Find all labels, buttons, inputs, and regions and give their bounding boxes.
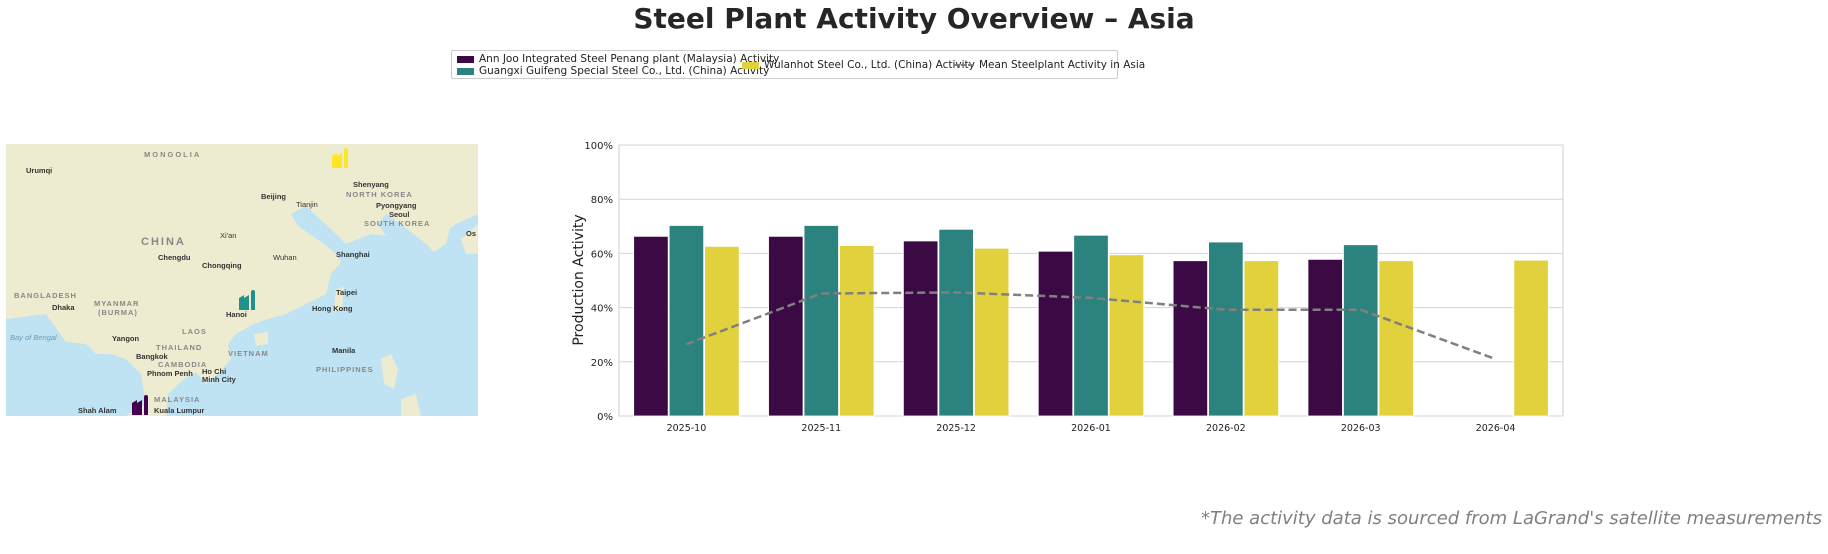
bar <box>633 235 669 417</box>
y-tick-label: 80% <box>591 195 613 206</box>
legend-label: Mean Steelplant Activity in Asia <box>979 59 1146 71</box>
figure-title: Steel Plant Activity Overview – Asia <box>633 2 1195 35</box>
map-label: Yangon <box>112 334 140 343</box>
map-label: CAMBODIA <box>158 360 207 369</box>
map-label: Urumqi <box>26 166 52 175</box>
y-axis-label: Production Activity <box>571 214 587 345</box>
x-tick-label: 2025-10 <box>667 423 707 434</box>
factory-icon <box>332 148 348 168</box>
map-label: SOUTH KOREA <box>364 219 430 228</box>
factory-icon <box>132 395 148 415</box>
land <box>6 144 478 416</box>
bar <box>1343 244 1379 417</box>
land-taiwan <box>334 287 344 312</box>
map-label: NORTH KOREA <box>346 190 413 199</box>
y-tick-label: 60% <box>591 249 613 260</box>
map-label: MYANMAR <box>94 299 139 308</box>
legend-item-guangxi: Guangxi Guifeng Special Steel Co., Ltd. … <box>457 65 769 77</box>
map-label: MONGOLIA <box>144 150 201 159</box>
map-label: Beijing <box>261 192 286 201</box>
legend-item-mean: Mean Steelplant Activity in Asia <box>954 59 1145 71</box>
bar <box>938 228 974 417</box>
legend-swatch <box>457 55 474 63</box>
bar <box>973 247 1010 417</box>
x-tick-label: 2026-02 <box>1206 423 1246 434</box>
map-label: Seoul <box>389 210 409 219</box>
map-label: Ho Chi <box>202 367 226 376</box>
y-tick-label: 40% <box>591 304 613 315</box>
bar <box>1378 260 1414 417</box>
bar <box>902 240 939 417</box>
map-label: PHILIPPINES <box>316 365 374 374</box>
map-label: Pyongyang <box>376 201 417 210</box>
legend-item-ann-joo: Ann Joo Integrated Steel Penang plant (M… <box>457 53 779 65</box>
map-label: CHINA <box>141 236 186 248</box>
map-label: Taipei <box>336 288 357 297</box>
bar <box>1108 254 1145 417</box>
x-tick-label: 2025-11 <box>801 423 841 434</box>
legend-label: Wulanhot Steel Co., Ltd. (China) Activit… <box>764 59 975 71</box>
legend-dash <box>954 64 974 66</box>
bar <box>839 245 875 417</box>
legend-swatch <box>742 61 759 69</box>
y-tick-label: 100% <box>584 141 613 152</box>
bar <box>803 225 839 417</box>
map-label: Wuhan <box>273 253 297 262</box>
map-label: VIETNAM <box>228 349 269 358</box>
bar <box>1037 250 1074 417</box>
map-label: Phnom Penh <box>147 369 193 378</box>
map-label: Hong Kong <box>312 304 353 313</box>
map-label: LAOS <box>182 327 207 336</box>
map-label: Shah Alam <box>78 406 117 415</box>
map-label: Kuala Lumpur <box>154 406 205 415</box>
map-label: Bangkok <box>136 352 169 361</box>
bar <box>768 235 804 417</box>
map-label: MALAYSIA <box>154 395 200 404</box>
land-philippines <box>381 354 421 416</box>
mean-activity-line <box>685 291 1497 361</box>
map: MONGOLIA Urumqi Shenyang Beijing Tianjin… <box>6 144 478 416</box>
y-tick-label: 20% <box>591 358 613 369</box>
bar <box>1513 259 1549 417</box>
legend-item-wulanhot: Wulanhot Steel Co., Ltd. (China) Activit… <box>742 59 975 71</box>
map-label: BANGLADESH <box>14 291 77 300</box>
map-label: Bay of Bengal <box>10 333 57 342</box>
map-label: THAILAND <box>156 343 202 352</box>
map-label: Os <box>466 229 476 238</box>
land-korea <box>411 204 451 252</box>
x-tick-label: 2025-12 <box>936 423 976 434</box>
map-label: Shanghai <box>336 250 370 259</box>
map-label: (BURMA) <box>98 308 138 317</box>
bar <box>1073 234 1109 417</box>
legend-label: Guangxi Guifeng Special Steel Co., Ltd. … <box>479 65 770 77</box>
map-label: Chengdu <box>158 253 191 262</box>
factory-icon <box>239 290 255 310</box>
x-tick-label: 2026-03 <box>1341 423 1381 434</box>
bar <box>1172 260 1209 417</box>
legend-label: Ann Joo Integrated Steel Penang plant (M… <box>479 53 780 65</box>
x-tick-label: 2026-04 <box>1476 423 1516 434</box>
map-label: Hanoi <box>226 310 247 319</box>
map-label: Shenyang <box>353 180 389 189</box>
footnote: *The activity data is sourced from LaGra… <box>1200 508 1822 529</box>
bar <box>668 225 705 417</box>
bar <box>1243 260 1280 417</box>
bar <box>1307 258 1343 417</box>
x-tick-label: 2026-01 <box>1071 423 1111 434</box>
map-label: Manila <box>332 346 356 355</box>
map-label: Xi'an <box>220 231 236 240</box>
bar <box>1208 241 1244 417</box>
legend-swatch <box>457 67 474 75</box>
land-japan <box>461 224 478 254</box>
map-label: Tianjin <box>296 200 318 209</box>
map-label: Dhaka <box>52 303 75 312</box>
land-hainan <box>254 332 268 346</box>
map-label: Minh City <box>202 375 237 384</box>
chart-legend: Ann Joo Integrated Steel Penang plant (M… <box>451 50 1145 79</box>
map-label: Chongqing <box>202 261 242 270</box>
y-tick-label: 0% <box>597 412 613 423</box>
